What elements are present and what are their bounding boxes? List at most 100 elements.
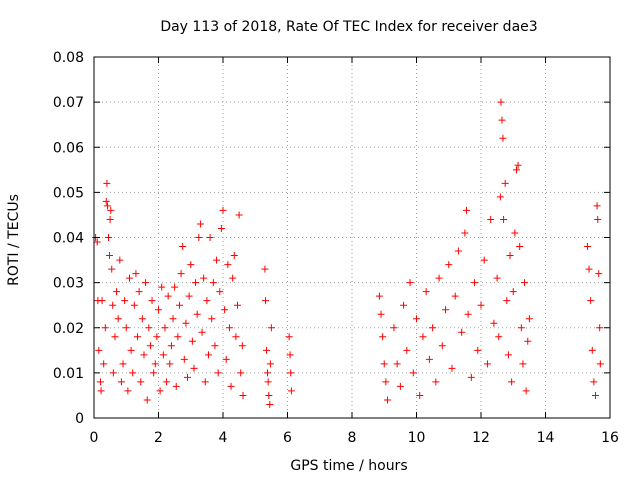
data-point bbox=[105, 252, 113, 260]
data-point bbox=[97, 387, 105, 395]
data-point bbox=[413, 315, 420, 323]
data-point bbox=[403, 346, 411, 354]
data-point bbox=[227, 382, 235, 390]
data-point bbox=[504, 351, 512, 359]
data-point bbox=[234, 301, 242, 309]
data-point bbox=[129, 369, 137, 377]
chart-title: Day 113 of 2018, Rate Of TEC Index for r… bbox=[160, 19, 537, 35]
data-point bbox=[266, 360, 274, 368]
data-point bbox=[145, 324, 153, 332]
data-point bbox=[375, 292, 383, 300]
y-axis-label: ROTI / TECUs bbox=[6, 194, 22, 286]
data-point bbox=[156, 387, 164, 395]
data-point bbox=[158, 283, 166, 291]
data-point bbox=[483, 360, 491, 368]
data-point bbox=[166, 360, 174, 368]
data-point bbox=[596, 324, 604, 332]
data-point bbox=[590, 378, 598, 386]
data-point bbox=[464, 310, 472, 318]
y-tick-label: 0.07 bbox=[53, 95, 84, 111]
data-point bbox=[113, 288, 121, 296]
data-point bbox=[595, 270, 603, 278]
data-point bbox=[106, 215, 114, 223]
data-point bbox=[264, 378, 272, 386]
data-point bbox=[95, 346, 103, 354]
data-point bbox=[175, 301, 183, 309]
data-point bbox=[585, 265, 593, 273]
data-point bbox=[516, 243, 524, 251]
data-point bbox=[435, 274, 443, 282]
data-point bbox=[232, 333, 240, 341]
data-point bbox=[596, 360, 604, 368]
data-point bbox=[587, 297, 595, 305]
data-point bbox=[122, 324, 130, 332]
x-tick-label: 4 bbox=[219, 430, 228, 446]
data-point bbox=[285, 333, 293, 341]
x-tick-label: 2 bbox=[154, 430, 163, 446]
data-point bbox=[377, 310, 385, 318]
data-point bbox=[264, 369, 272, 377]
data-point bbox=[130, 301, 138, 309]
data-point bbox=[451, 292, 459, 300]
data-point bbox=[458, 328, 466, 336]
data-point bbox=[108, 265, 116, 273]
data-point bbox=[140, 351, 148, 359]
data-point bbox=[588, 346, 596, 354]
data-point bbox=[477, 301, 485, 309]
x-tick-label: 8 bbox=[348, 430, 357, 446]
data-point bbox=[396, 382, 404, 390]
data-point bbox=[512, 166, 520, 174]
data-point bbox=[104, 202, 112, 210]
data-point bbox=[499, 134, 507, 142]
y-tick-label: 0.02 bbox=[53, 321, 84, 337]
data-point bbox=[211, 342, 219, 350]
data-point bbox=[161, 324, 169, 332]
data-point bbox=[406, 279, 414, 287]
data-point bbox=[146, 342, 154, 350]
data-point bbox=[474, 346, 482, 354]
x-tick-label: 10 bbox=[408, 430, 426, 446]
data-point bbox=[467, 373, 475, 381]
data-point bbox=[471, 279, 479, 287]
data-point bbox=[135, 288, 143, 296]
data-point bbox=[230, 252, 238, 260]
data-point bbox=[393, 360, 401, 368]
data-point bbox=[438, 342, 446, 350]
data-point bbox=[514, 161, 522, 169]
data-point bbox=[142, 279, 150, 287]
data-point bbox=[134, 333, 142, 341]
data-point bbox=[442, 306, 450, 314]
data-point bbox=[125, 274, 133, 282]
data-point bbox=[213, 256, 221, 264]
data-point bbox=[100, 360, 108, 368]
data-point bbox=[193, 310, 201, 318]
data-point bbox=[498, 116, 506, 124]
data-point bbox=[109, 369, 117, 377]
data-point bbox=[111, 333, 119, 341]
data-point bbox=[151, 360, 159, 368]
data-series-roti bbox=[92, 98, 604, 408]
data-point bbox=[182, 319, 190, 327]
x-tick-label: 14 bbox=[537, 430, 555, 446]
data-point bbox=[503, 297, 511, 305]
x-axis-label: GPS time / hours bbox=[290, 458, 407, 474]
data-point bbox=[105, 234, 113, 241]
data-point bbox=[206, 234, 214, 241]
data-point bbox=[519, 360, 527, 368]
data-point bbox=[217, 224, 225, 232]
data-point bbox=[462, 206, 470, 214]
data-point bbox=[383, 396, 391, 404]
data-point bbox=[263, 346, 271, 354]
data-point bbox=[198, 328, 206, 336]
data-point bbox=[511, 229, 519, 237]
data-point bbox=[204, 351, 212, 359]
x-tick-label: 12 bbox=[472, 430, 490, 446]
data-point bbox=[98, 297, 106, 305]
data-point bbox=[150, 369, 158, 377]
data-point bbox=[461, 229, 469, 237]
data-point bbox=[591, 391, 599, 399]
data-point bbox=[261, 265, 269, 273]
data-point bbox=[500, 215, 508, 223]
data-point bbox=[445, 261, 453, 269]
